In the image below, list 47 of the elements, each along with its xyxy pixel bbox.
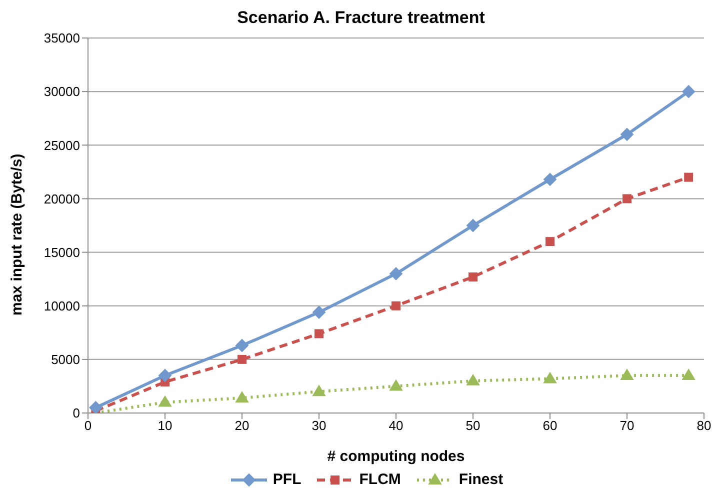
y-axis-title: max input rate (Byte/s): [8, 154, 26, 316]
y-tick-label: 25000: [44, 138, 80, 153]
point: [390, 380, 402, 391]
legend-label: FLCM: [358, 471, 401, 488]
x-tick-label: 60: [542, 418, 558, 434]
y-tick-label: 30000: [44, 84, 80, 100]
chart-title: Scenario A. Fracture treatment: [236, 8, 486, 28]
point: [620, 369, 634, 380]
point: [312, 385, 326, 396]
point: [89, 401, 102, 413]
x-tick-label: 30: [312, 418, 326, 434]
x-tick-label: 70: [620, 418, 634, 434]
point: [682, 369, 696, 380]
x-tick-label: 80: [696, 418, 712, 434]
point: [236, 392, 248, 402]
x-tick-label: 20: [234, 418, 250, 434]
legend-label: PFL: [272, 471, 302, 488]
point: [622, 194, 632, 204]
x-tick-label: 10: [158, 418, 172, 434]
point: [158, 396, 172, 407]
y-tick-label: 20000: [44, 191, 80, 206]
x-tick-label: 50: [466, 418, 480, 434]
point: [392, 301, 400, 310]
point: [620, 128, 634, 141]
y-tick-label: 35000: [44, 30, 80, 46]
y-tick-label: 10000: [44, 298, 80, 314]
point: [682, 85, 696, 98]
point: [314, 329, 324, 338]
point: [544, 372, 556, 384]
point: [684, 172, 694, 182]
x-tick-label: 40: [388, 418, 404, 434]
x-axis-title: # computing nodes: [327, 448, 465, 465]
y-tick-label: 5000: [51, 352, 80, 368]
point: [546, 237, 554, 246]
point: [468, 272, 478, 282]
legend-label: Finest: [458, 471, 504, 488]
point: [466, 374, 480, 386]
y-tick-label: 0: [72, 406, 80, 421]
point: [236, 339, 248, 352]
y-tick-label: 15000: [44, 244, 80, 260]
point: [466, 219, 480, 232]
point: [312, 306, 326, 319]
x-tick-label: 0: [84, 418, 92, 434]
point: [544, 172, 556, 186]
point: [238, 354, 246, 364]
point: [158, 369, 172, 382]
point: [390, 267, 402, 280]
